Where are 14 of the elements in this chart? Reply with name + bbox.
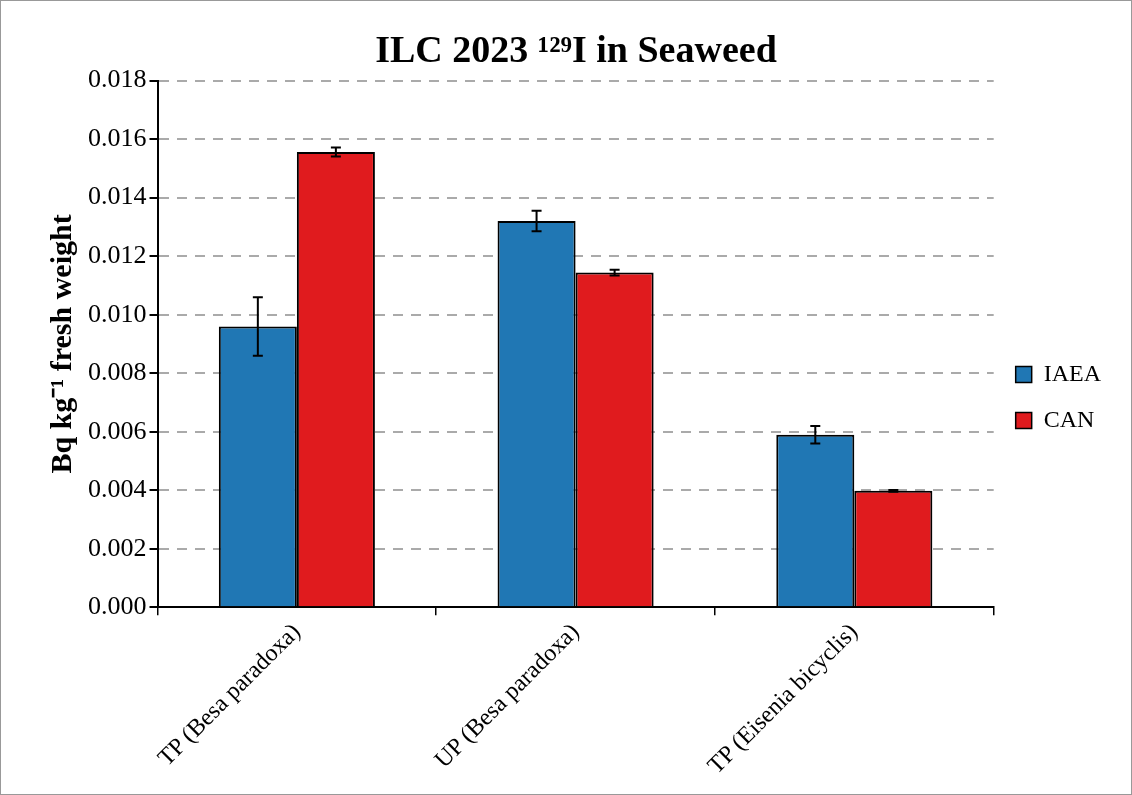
y-tick-label: 0.014 <box>88 181 147 211</box>
y-tick-label: 0.004 <box>88 474 147 504</box>
legend-label: CAN <box>1043 405 1095 432</box>
y-tick-label: 0.016 <box>88 122 147 152</box>
y-axis-title: Bq kg⁻¹ fresh weight <box>43 214 77 474</box>
y-tick-label: 0.010 <box>88 298 147 328</box>
y-tick-label: 0.008 <box>88 357 147 387</box>
y-tick-label: 0.018 <box>88 64 147 94</box>
legend-label: IAEA <box>1043 359 1102 386</box>
y-tick-label: 0.000 <box>88 591 147 621</box>
y-tick-label: 0.006 <box>88 415 147 445</box>
chart-title: ILC 2023 ¹²⁹I in Seaweed <box>375 27 777 70</box>
y-tick-label: 0.002 <box>88 532 147 562</box>
y-tick-label: 0.012 <box>88 240 147 269</box>
